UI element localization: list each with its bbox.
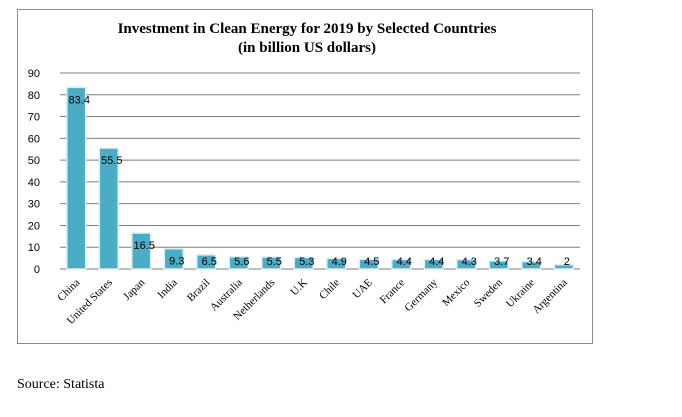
bar xyxy=(163,247,184,270)
y-axis-ticks: 0 10 20 30 40 50 60 70 80 90 xyxy=(28,68,40,276)
category-label: UAE xyxy=(350,276,375,301)
data-label: 4.4 xyxy=(429,256,444,268)
bar xyxy=(196,254,217,270)
y-tick-label: 60 xyxy=(28,133,40,145)
y-tick-label: 90 xyxy=(28,68,40,80)
data-label: 16.5 xyxy=(134,240,155,252)
bar xyxy=(456,258,477,270)
bar xyxy=(131,232,152,270)
category-label: Germany xyxy=(402,276,440,314)
category-label: Brazil xyxy=(185,277,212,304)
bar xyxy=(488,260,509,270)
y-tick-label: 30 xyxy=(28,199,40,211)
source-note: Source: Statista xyxy=(17,377,105,392)
category-label: China xyxy=(55,277,82,304)
data-label: 5.5 xyxy=(267,256,282,268)
y-tick-label: 20 xyxy=(28,220,40,232)
bar xyxy=(521,260,542,270)
bar xyxy=(261,256,282,270)
category-label: Mexico xyxy=(440,276,473,309)
chart-frame: Investment in Clean Energy for 2019 by S… xyxy=(17,9,593,344)
category-label: Japan xyxy=(121,276,148,303)
category-label: Chile xyxy=(317,277,342,302)
category-label: Argentina xyxy=(530,277,570,317)
data-label: 6.5 xyxy=(202,256,217,268)
data-label: 4.9 xyxy=(332,256,347,268)
bar xyxy=(553,263,574,270)
bar xyxy=(326,257,347,270)
y-tick-label: 10 xyxy=(28,242,40,254)
data-label: 2 xyxy=(564,256,570,268)
data-label: 4.3 xyxy=(462,256,477,268)
bar xyxy=(98,147,119,270)
chart-title: Investment in Clean Energy for 2019 by S… xyxy=(118,21,497,37)
category-label: France xyxy=(378,277,408,307)
category-label: U.K xyxy=(288,277,310,299)
bar xyxy=(423,258,444,270)
data-label: 9.3 xyxy=(169,256,184,268)
data-label: 3.7 xyxy=(494,256,509,268)
category-label: Sweden xyxy=(472,276,505,309)
data-labels: 83.4 55.5 16.5 9.3 6.5 5.6 5.5 5.3 4.9 4.5 4.4 4.4 4… xyxy=(69,94,570,268)
category-label: India xyxy=(155,277,180,302)
data-label: 4.4 xyxy=(397,256,412,268)
bar xyxy=(228,256,249,270)
bar xyxy=(66,86,87,270)
data-label: 3.4 xyxy=(527,256,542,268)
data-label: 83.4 xyxy=(69,94,90,106)
data-label: 5.6 xyxy=(234,256,249,268)
y-tick-label: 0 xyxy=(34,264,40,276)
bar xyxy=(358,258,379,270)
data-label: 5.3 xyxy=(299,256,314,268)
y-tick-label: 40 xyxy=(28,177,40,189)
data-label: 4.5 xyxy=(364,256,379,268)
y-tick-label: 70 xyxy=(28,112,40,124)
bar xyxy=(391,258,412,270)
data-label: 55.5 xyxy=(101,155,122,167)
chart-subtitle: (in billion US dollars) xyxy=(238,40,376,56)
bar-chart: Investment in Clean Energy for 2019 by S… xyxy=(28,21,580,327)
bars xyxy=(66,86,574,270)
y-tick-label: 50 xyxy=(28,155,40,167)
y-tick-label: 80 xyxy=(28,90,40,102)
bar xyxy=(293,256,314,270)
